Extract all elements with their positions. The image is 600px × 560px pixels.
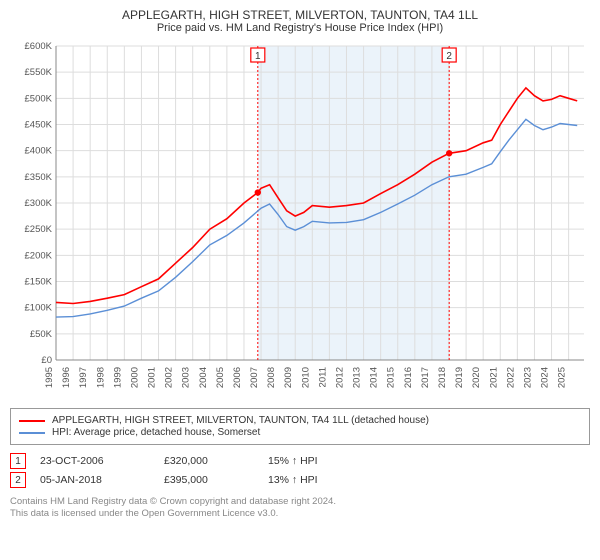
x-tick-label: 2015 <box>386 367 397 388</box>
x-tick-label: 2003 <box>181 367 192 388</box>
x-tick-label: 2019 <box>454 367 465 388</box>
x-tick-label: 2020 <box>471 367 482 388</box>
y-tick-label: £550K <box>25 67 53 78</box>
marker-number: 2 <box>446 51 452 62</box>
transaction-row: 2 05-JAN-2018 £395,000 13% ↑ HPI <box>10 472 590 488</box>
y-tick-label: £400K <box>25 146 53 157</box>
y-tick-label: £0 <box>41 355 52 366</box>
x-tick-label: 2018 <box>437 367 448 388</box>
x-tick-label: 2021 <box>488 367 499 388</box>
y-tick-label: £50K <box>30 329 53 340</box>
transaction-row: 1 23-OCT-2006 £320,000 15% ↑ HPI <box>10 453 590 469</box>
y-tick-label: £100K <box>25 303 53 314</box>
y-tick-label: £500K <box>25 93 53 104</box>
transaction-pct: 13% ↑ HPI <box>268 474 358 486</box>
x-tick-label: 1999 <box>112 367 123 388</box>
x-tick-label: 2012 <box>334 367 345 388</box>
y-tick-label: £200K <box>25 250 53 261</box>
x-tick-label: 2006 <box>232 367 243 388</box>
x-tick-label: 2005 <box>215 367 226 388</box>
transaction-price: £320,000 <box>164 455 254 467</box>
chart-area: £0 £50K £100K £150K £200K £250K £300K £350K £400… <box>10 40 590 400</box>
line-chart: £0 £50K £100K £150K £200K £250K £300K £350K £400… <box>10 40 590 400</box>
transaction-marker: 2 <box>10 472 26 488</box>
chart-subtitle: Price paid vs. HM Land Registry's House … <box>10 22 590 34</box>
x-tick-label: 2009 <box>283 367 294 388</box>
y-tick-label: £600K <box>25 41 53 52</box>
x-tick-label: 1997 <box>78 367 89 388</box>
legend-swatch <box>19 420 45 422</box>
transaction-date: 05-JAN-2018 <box>40 474 150 486</box>
transaction-pct: 15% ↑ HPI <box>268 455 358 467</box>
y-tick-label: £450K <box>25 120 53 131</box>
x-tick-label: 2007 <box>249 367 260 388</box>
x-tick-label: 2025 <box>557 367 568 388</box>
x-tick-label: 2001 <box>147 367 158 388</box>
y-tick-label: £150K <box>25 277 53 288</box>
legend-swatch <box>19 432 45 434</box>
x-tick-label: 2000 <box>129 367 140 388</box>
marker-dot <box>446 150 452 156</box>
x-tick-label: 2004 <box>198 367 209 388</box>
transaction-price: £395,000 <box>164 474 254 486</box>
x-tick-label: 2014 <box>369 367 380 388</box>
x-tick-label: 2024 <box>540 367 551 388</box>
legend-row: APPLEGARTH, HIGH STREET, MILVERTON, TAUN… <box>19 415 581 426</box>
footnote: Contains HM Land Registry data © Crown c… <box>10 496 590 521</box>
x-tick-label: 2022 <box>505 367 516 388</box>
y-tick-label: £300K <box>25 198 53 209</box>
footnote-line-2: This data is licensed under the Open Gov… <box>10 508 590 520</box>
footnote-line-1: Contains HM Land Registry data © Crown c… <box>10 496 590 508</box>
x-tick-label: 2016 <box>403 367 414 388</box>
legend: APPLEGARTH, HIGH STREET, MILVERTON, TAUN… <box>10 408 590 445</box>
x-tick-label: 2017 <box>420 367 431 388</box>
x-tick-label: 1998 <box>95 367 106 388</box>
transaction-date: 23-OCT-2006 <box>40 455 150 467</box>
marker-dot <box>255 189 261 195</box>
x-tick-label: 1995 <box>44 367 55 388</box>
transaction-marker: 1 <box>10 453 26 469</box>
y-tick-label: £350K <box>25 172 53 183</box>
x-tick-label: 2011 <box>317 367 328 387</box>
legend-label: APPLEGARTH, HIGH STREET, MILVERTON, TAUN… <box>52 415 429 426</box>
legend-label: HPI: Average price, detached house, Some… <box>52 427 260 438</box>
x-tick-label: 1996 <box>61 367 72 388</box>
legend-row: HPI: Average price, detached house, Some… <box>19 427 581 438</box>
x-tick-label: 2023 <box>522 367 533 388</box>
x-tick-label: 2002 <box>164 367 175 388</box>
x-tick-label: 2008 <box>266 367 277 388</box>
transactions-table: 1 23-OCT-2006 £320,000 15% ↑ HPI 2 05-JAN-201… <box>10 453 590 488</box>
y-tick-label: £250K <box>25 224 53 235</box>
x-tick-label: 2010 <box>300 367 311 388</box>
chart-title: APPLEGARTH, HIGH STREET, MILVERTON, TAUN… <box>10 8 590 22</box>
marker-number: 1 <box>255 51 261 62</box>
x-tick-label: 2013 <box>352 367 363 388</box>
